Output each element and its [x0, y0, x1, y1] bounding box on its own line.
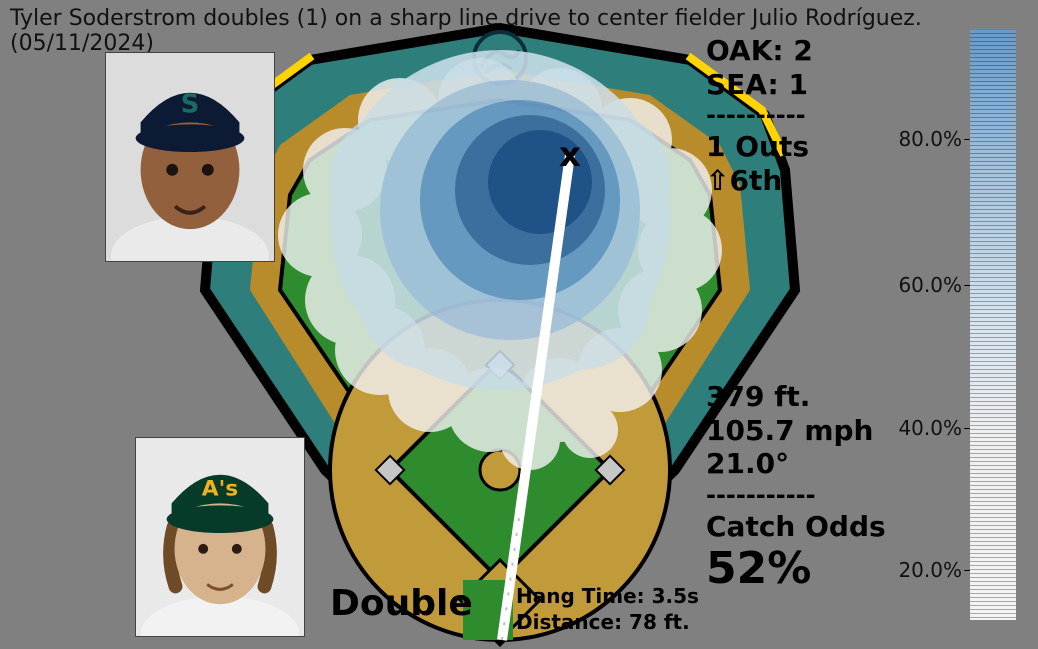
score-block: OAK: 2 SEA: 1 ---------- 1 Outs ⇧6th — [706, 34, 813, 197]
home-abbr: SEA — [706, 68, 767, 101]
play-result-label: Double — [330, 583, 473, 624]
away-abbr: OAK — [706, 34, 772, 67]
fielder-portrait: S — [105, 52, 275, 262]
score-away: OAK: 2 — [706, 34, 813, 68]
colorbar-tick: 20.0% — [898, 558, 962, 582]
score-home: SEA: 1 — [706, 68, 813, 102]
landing-marker-icon: x — [559, 135, 581, 175]
exit-velocity: 105.7 mph — [706, 414, 886, 448]
stage: Tyler Soderstrom doubles (1) on a sharp … — [0, 0, 1038, 649]
hit-metrics-block: 379 ft. 105.7 mph 21.0° ----------- Catc… — [706, 380, 886, 596]
away-runs: 2 — [793, 34, 812, 67]
inning-text: ⇧6th — [706, 164, 813, 198]
colorbar-tick: 60.0% — [898, 273, 962, 297]
svg-text:A's: A's — [202, 476, 238, 501]
hit-distance: 379 ft. — [706, 380, 886, 414]
launch-angle: 21.0° — [706, 447, 886, 481]
catch-odds-label: Catch Odds — [706, 510, 886, 544]
outs-text: 1 Outs — [706, 130, 813, 164]
svg-text:S: S — [181, 90, 200, 120]
inning-arrow-icon: ⇧ — [706, 164, 729, 197]
fielder-distance: Distance: 78 ft. — [516, 609, 699, 635]
hang-time: Hang Time: 3.5s — [516, 583, 699, 609]
hang-metrics-block: Hang Time: 3.5s Distance: 78 ft. — [516, 583, 699, 635]
batter-portrait: A's — [135, 437, 305, 637]
catch-odds-pct: 52% — [706, 543, 886, 596]
colorbar-tick: 80.0% — [898, 127, 962, 151]
colorbar-tick: 40.0% — [898, 416, 962, 440]
inning-number: 6th — [729, 164, 782, 197]
catch-probability-colorbar — [970, 30, 1016, 620]
home-runs: 1 — [788, 68, 807, 101]
hit-separator: ----------- — [706, 481, 886, 510]
score-separator: ---------- — [706, 101, 813, 130]
